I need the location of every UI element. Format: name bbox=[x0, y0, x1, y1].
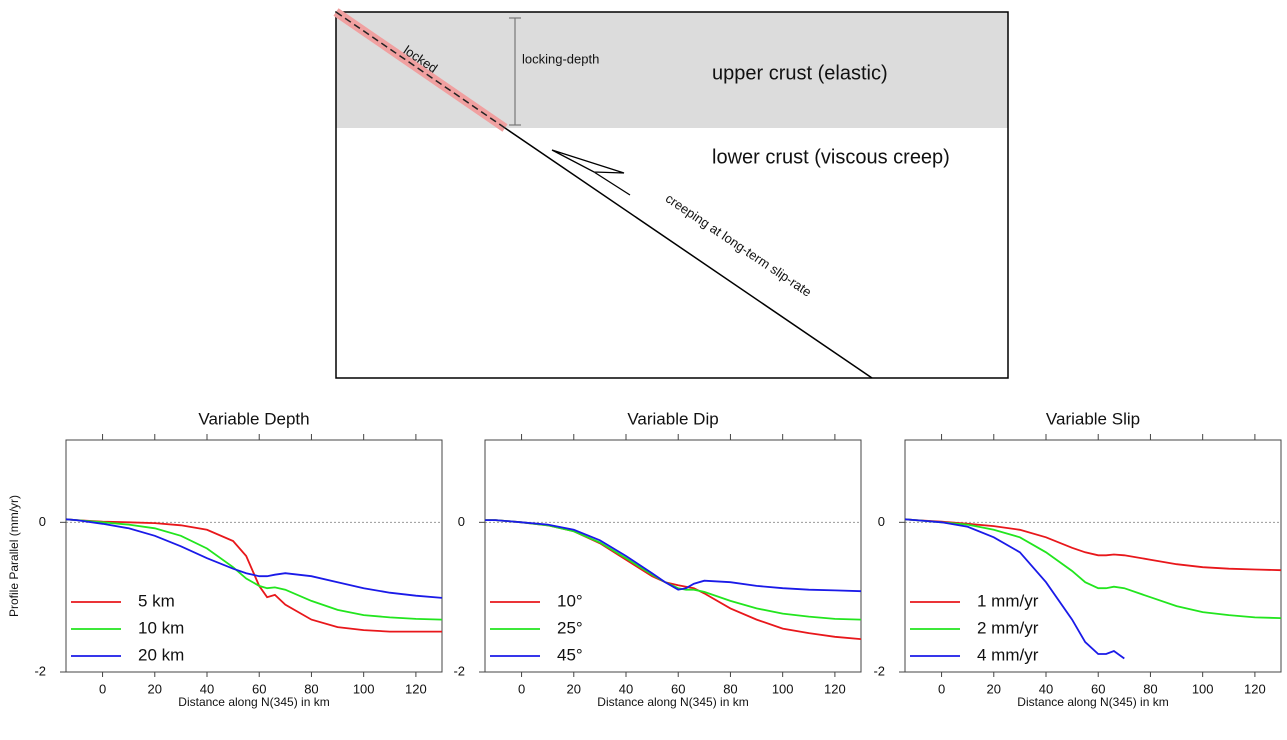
legend-label: 20 km bbox=[138, 645, 184, 664]
plot-frame bbox=[484, 439, 862, 673]
x-axis-label: Distance along N(345) in km bbox=[1017, 695, 1168, 709]
x-tick-label: 100 bbox=[353, 681, 375, 696]
x-tick-label: 20 bbox=[567, 681, 581, 696]
legend-label: 1 mm/yr bbox=[977, 591, 1039, 610]
series-line bbox=[65, 518, 443, 599]
legend-label: 10° bbox=[557, 591, 583, 610]
x-tick-label: 120 bbox=[1244, 681, 1266, 696]
depth-bracket bbox=[509, 17, 521, 126]
x-tick-label: 0 bbox=[938, 681, 945, 696]
x-tick-label: 80 bbox=[723, 681, 737, 696]
series-line bbox=[485, 519, 862, 593]
x-tick-label: 120 bbox=[824, 681, 846, 696]
y-axis-label: Profile Parallel (mm/yr) bbox=[7, 495, 21, 617]
series-line bbox=[485, 519, 862, 621]
x-tick-label: 40 bbox=[619, 681, 633, 696]
x-tick-label: 40 bbox=[200, 681, 214, 696]
diagram-frame bbox=[335, 11, 1009, 379]
legend-label: 10 km bbox=[138, 618, 184, 637]
y-tick-label: -2 bbox=[873, 663, 885, 678]
x-axis-label: Distance along N(345) in km bbox=[597, 695, 748, 709]
series-line bbox=[485, 519, 862, 640]
y-tick-label: 0 bbox=[458, 514, 465, 529]
x-tick-label: 100 bbox=[772, 681, 794, 696]
slip-arrow bbox=[551, 149, 631, 196]
x-tick-label: 120 bbox=[405, 681, 427, 696]
plot-frame bbox=[904, 439, 1282, 673]
series-line bbox=[904, 518, 1282, 572]
x-tick-label: 60 bbox=[1091, 681, 1105, 696]
chart-title: Variable Slip bbox=[1046, 409, 1140, 428]
upper-label: upper crust (elastic) bbox=[712, 62, 888, 84]
x-tick-label: 80 bbox=[304, 681, 318, 696]
locked-fault bbox=[335, 11, 506, 129]
upper-crust bbox=[336, 12, 1008, 128]
x-tick-label: 20 bbox=[148, 681, 162, 696]
series-line bbox=[65, 518, 443, 621]
y-tick-label: -2 bbox=[453, 663, 465, 678]
x-tick-label: 20 bbox=[987, 681, 1001, 696]
y-tick-label: 0 bbox=[878, 514, 885, 529]
legend-label: 2 mm/yr bbox=[977, 618, 1039, 637]
x-tick-label: 0 bbox=[518, 681, 525, 696]
x-axis-label: Distance along N(345) in km bbox=[178, 695, 329, 709]
plot-frame bbox=[65, 439, 443, 673]
depth-label: locking-depth bbox=[522, 51, 599, 66]
x-tick-label: 40 bbox=[1039, 681, 1053, 696]
diagram: locked locking-depth upper crust (elasti… bbox=[333, 8, 1009, 379]
series-line bbox=[904, 518, 1125, 660]
lower-label: lower crust (viscous creep) bbox=[712, 146, 950, 168]
x-tick-label: 0 bbox=[99, 681, 106, 696]
legend-label: 5 km bbox=[138, 591, 175, 610]
x-tick-label: 60 bbox=[252, 681, 266, 696]
creeping-fault bbox=[504, 127, 873, 379]
x-tick-label: 60 bbox=[671, 681, 685, 696]
legend-label: 45° bbox=[557, 645, 583, 664]
chart-title: Variable Depth bbox=[198, 409, 309, 428]
y-tick-label: -2 bbox=[34, 663, 46, 678]
x-tick-label: 80 bbox=[1143, 681, 1157, 696]
legend-label: 4 mm/yr bbox=[977, 645, 1039, 664]
chart-title: Variable Dip bbox=[627, 409, 718, 428]
x-tick-label: 100 bbox=[1192, 681, 1214, 696]
legend-label: 25° bbox=[557, 618, 583, 637]
creeping-label: creeping at long-term slip-rate bbox=[663, 191, 815, 300]
series-line bbox=[904, 518, 1282, 619]
y-tick-label: 0 bbox=[39, 514, 46, 529]
